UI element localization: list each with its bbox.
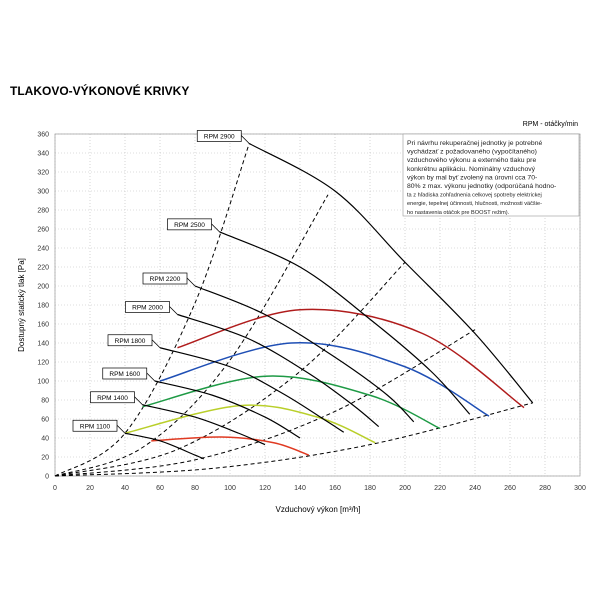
note-line: energie, tepelnej účinnosti, hlučnosti, …	[407, 201, 542, 207]
legend-box	[142, 272, 188, 285]
system-curve	[54, 261, 406, 477]
rpm-curve	[194, 285, 415, 423]
legend-box	[196, 130, 242, 142]
y-tick-label: 100	[37, 379, 49, 386]
note-line: výkon by mal byť zvolený na úrovni cca 7…	[407, 174, 537, 181]
x-tick-label: 0	[53, 485, 57, 492]
efficiency-curve	[142, 375, 441, 430]
legend-label: RPM 2900	[204, 134, 235, 141]
legend-box	[90, 391, 135, 404]
rpm-curve	[142, 404, 266, 446]
legend-box	[125, 301, 170, 313]
legend-label: RPM 2500	[174, 222, 205, 229]
legend-box	[72, 419, 118, 432]
y-tick-label: 340	[37, 151, 49, 158]
rpm-curve	[154, 380, 301, 439]
y-tick-label: 180	[37, 303, 49, 310]
x-tick-label: 80	[191, 485, 199, 492]
y-axis-label: Dostupný statický tlak [Pa]	[17, 258, 26, 352]
rpm-curve	[124, 432, 204, 460]
x-tick-label: 160	[329, 485, 341, 492]
x-tick-label: 220	[434, 485, 446, 492]
y-tick-label: 60	[41, 417, 49, 424]
legend-label: RPM 1600	[109, 371, 140, 378]
legend-box	[107, 334, 153, 347]
plot-frame	[54, 133, 581, 477]
note-line: ta z hľadiska zohľadnenia celkovej spotr…	[407, 193, 542, 199]
y-tick-label: 200	[37, 284, 49, 291]
x-tick-label: 300	[574, 485, 586, 492]
legend-label: RPM 1400	[97, 395, 128, 402]
legend-box	[167, 218, 212, 231]
efficiency-curve	[124, 404, 376, 444]
x-tick-label: 40	[121, 485, 129, 492]
x-tick-label: 100	[224, 485, 236, 492]
leader-line	[186, 277, 196, 287]
chart-title: TLAKOVO-VÝKONOVÉ KRIVKY	[10, 83, 189, 98]
note-line: konkrétnu aplikáciu. Nominálny vzduchový	[407, 166, 536, 173]
system-curve	[54, 329, 476, 477]
y-tick-label: 360	[37, 132, 49, 139]
note-box	[402, 133, 580, 217]
note-line: 80% z max. výkonu jednotky (odporúčaná h…	[407, 183, 556, 190]
legend-label: RPM 1800	[115, 338, 146, 345]
x-tick-label: 20	[86, 485, 94, 492]
y-tick-label: 20	[41, 455, 49, 462]
leader-line	[116, 424, 126, 434]
y-tick-label: 280	[37, 208, 49, 215]
rpm-curve	[177, 313, 380, 428]
rpm-curve	[248, 142, 534, 404]
legend-label: RPM 2200	[150, 276, 181, 283]
leader-line	[240, 135, 250, 144]
y-tick-label: 80	[41, 398, 49, 405]
note-line: ho nastavenia otáčok pre BOOST režim).	[407, 210, 510, 216]
x-tick-label: 120	[259, 485, 271, 492]
y-tick-label: 300	[37, 189, 49, 196]
y-tick-label: 320	[37, 170, 49, 177]
system-curve	[54, 143, 250, 477]
legend-box	[102, 367, 148, 380]
y-tick-label: 220	[37, 265, 49, 272]
y-tick-label: 40	[41, 436, 49, 443]
note-line: vychádzať z požadovaného (vypočítaného)	[407, 149, 537, 156]
y-tick-label: 260	[37, 227, 49, 234]
y-tick-label: 160	[37, 322, 49, 329]
x-tick-label: 280	[539, 485, 551, 492]
y-tick-label: 120	[37, 360, 49, 367]
legend-title: RPM - otáčky/min	[523, 121, 578, 128]
x-tick-label: 180	[364, 485, 376, 492]
system-curve	[54, 402, 533, 477]
leader-line	[211, 223, 220, 233]
leader-line	[169, 306, 178, 315]
leader-line	[151, 339, 161, 349]
leader-line	[146, 372, 156, 382]
x-axis-label: Vzduchový výkon [m³/h]	[276, 505, 361, 514]
efficiency-curve	[151, 436, 310, 456]
y-tick-label: 0	[45, 474, 49, 481]
x-tick-label: 60	[156, 485, 164, 492]
x-tick-label: 200	[399, 485, 411, 492]
leader-line	[134, 396, 143, 406]
y-tick-label: 140	[37, 341, 49, 348]
y-tick-label: 240	[37, 246, 49, 253]
efficiency-curve	[177, 308, 525, 409]
legend-label: RPM 2000	[132, 305, 163, 312]
note-line: vzduchového výkonu a externého tlaku pre	[407, 157, 536, 164]
legend-label: RPM 1100	[80, 423, 111, 430]
note-line: Pri návrhu rekuperačnej jednotky je potr…	[407, 140, 542, 147]
x-tick-label: 140	[294, 485, 306, 492]
rpm-curve	[219, 231, 471, 415]
x-tick-label: 240	[469, 485, 481, 492]
system-curve	[54, 194, 329, 477]
rpm-curve	[159, 347, 345, 433]
x-tick-label: 260	[504, 485, 516, 492]
